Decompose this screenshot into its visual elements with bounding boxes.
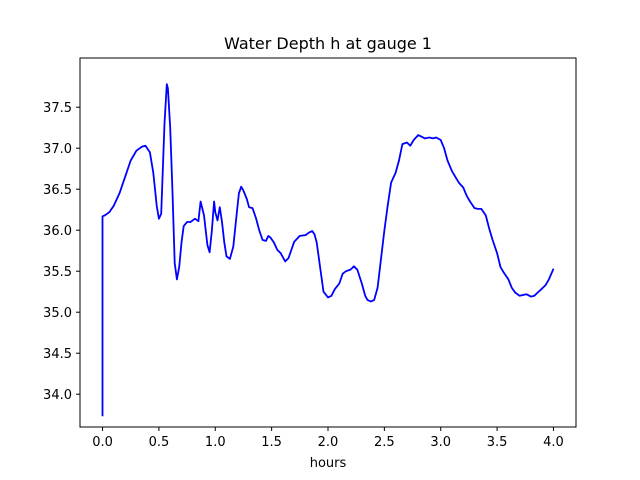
x-tick-label: 1.0: [205, 435, 226, 450]
y-tick-label: 37.0: [43, 142, 72, 157]
y-tick-label: 37.5: [43, 101, 72, 116]
x-tick-label: 3.0: [430, 435, 451, 450]
x-axis-label: hours: [310, 456, 347, 471]
y-tick-label: 36.5: [43, 183, 72, 198]
x-tick-label: 1.5: [261, 435, 282, 450]
x-tick-label: 4.0: [543, 435, 564, 450]
y-tick-label: 36.0: [43, 224, 72, 239]
chart-title: Water Depth h at gauge 1: [224, 34, 432, 53]
y-tick-label: 35.0: [43, 306, 72, 321]
x-tick-label: 2.0: [318, 435, 339, 450]
plot-area-frame: [79, 57, 577, 428]
y-tick-label: 35.5: [43, 265, 72, 280]
x-tick-label: 0.5: [149, 435, 170, 450]
x-tick-label: 2.5: [374, 435, 395, 450]
x-tick-label: 0.0: [92, 435, 113, 450]
x-tick-label: 3.5: [487, 435, 508, 450]
x-axis-ticks: 0.0 0.5 1.0 1.5 2.0 2.5 3.0 3.5 4.0: [92, 427, 564, 450]
y-axis-ticks: 34.0 34.5 35.0 35.5 36.0 36.5 37.0 37.5: [43, 101, 80, 403]
series-line: [101, 83, 555, 417]
y-tick-label: 34.0: [43, 388, 72, 403]
y-tick-label: 34.5: [43, 347, 72, 362]
